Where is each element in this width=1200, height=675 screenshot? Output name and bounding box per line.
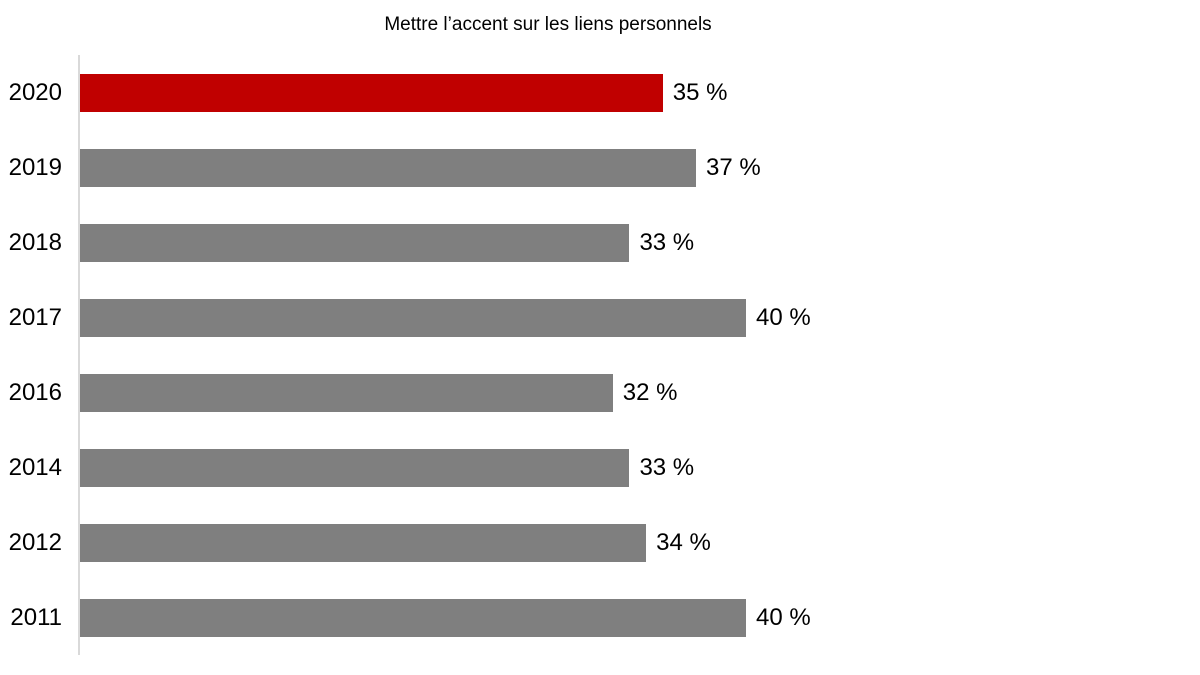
bar-row: 2019 37 % — [0, 130, 1200, 205]
bar-row: 2012 34 % — [0, 505, 1200, 580]
category-label: 2012 — [8, 528, 62, 556]
bar-track: 40 % — [80, 580, 1200, 655]
chart-title: Mettre l’accent sur les liens personnels — [384, 14, 712, 35]
bar-track: 37 % — [80, 130, 1200, 205]
value-label: 33 % — [639, 228, 695, 256]
category-label: 2017 — [8, 303, 62, 331]
bar-row: 2020 35 % — [0, 55, 1200, 130]
bar — [80, 523, 647, 562]
category-label: 2018 — [8, 228, 62, 256]
bar-track: 35 % — [80, 55, 1200, 130]
value-label: 33 % — [639, 453, 695, 481]
bar-row: 2018 33 % — [0, 205, 1200, 280]
value-label: 34 % — [656, 528, 711, 556]
value-label: 40 % — [756, 303, 811, 331]
bar-track: 34 % — [80, 505, 1200, 580]
bar-track: 40 % — [80, 280, 1200, 355]
bar — [80, 373, 613, 412]
plot-area: 2020 35 % 2019 37 % 2018 33 % 2017 40 % … — [0, 55, 1200, 655]
bar — [80, 448, 630, 487]
category-label: 2019 — [8, 153, 62, 181]
bar — [80, 298, 746, 337]
bar-row: 2014 33 % — [0, 430, 1200, 505]
bar — [80, 598, 746, 637]
bar-row: 2017 40 % — [0, 280, 1200, 355]
bar — [80, 73, 663, 112]
value-label: 37 % — [706, 153, 761, 181]
bar-track: 33 % — [80, 430, 1200, 505]
bar — [80, 223, 630, 262]
bar-row: 2011 40 % — [0, 580, 1200, 655]
value-label: 32 % — [622, 378, 678, 406]
y-axis-line — [78, 55, 80, 655]
bar-track: 32 % — [80, 355, 1200, 430]
bar — [80, 148, 697, 187]
value-label: 35 % — [672, 78, 728, 106]
bar-track: 33 % — [80, 205, 1200, 280]
value-label: 40 % — [756, 603, 811, 631]
category-label: 2016 — [8, 378, 62, 406]
category-label: 2020 — [8, 78, 62, 106]
bar-row: 2016 32 % — [0, 355, 1200, 430]
category-label: 2011 — [10, 603, 62, 631]
category-label: 2014 — [8, 453, 62, 481]
